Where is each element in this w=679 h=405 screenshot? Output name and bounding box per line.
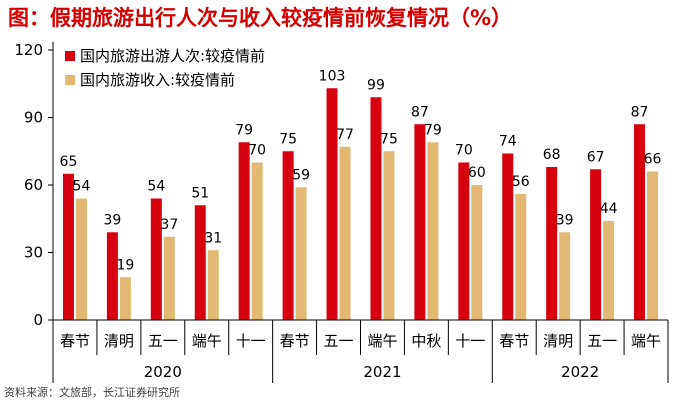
bar-trips [502, 153, 514, 320]
x-category-label: 五一 [324, 332, 354, 350]
bar-revenue [163, 236, 175, 320]
data-label-revenue: 66 [644, 152, 662, 168]
x-year-label: 2021 [363, 363, 401, 381]
bar-trips [590, 169, 602, 320]
data-label-trips: 70 [455, 143, 473, 159]
y-tick-label: 0 [33, 311, 43, 329]
data-label-revenue: 54 [73, 179, 91, 195]
bar-trips [546, 167, 558, 320]
source-note: 资料来源：文旅部，长江证券研究所 [4, 386, 180, 399]
data-label-trips: 87 [411, 104, 429, 120]
data-label-trips: 39 [103, 212, 121, 228]
x-category-label: 清明 [543, 332, 573, 350]
bar-revenue [75, 198, 87, 320]
bar-revenue [295, 187, 307, 320]
x-category-label: 清明 [104, 332, 134, 350]
bar-revenue [251, 162, 263, 320]
data-label-revenue: 70 [248, 143, 266, 159]
bar-trips [62, 173, 74, 320]
data-label-trips: 99 [367, 77, 385, 93]
x-category-label: 十一 [236, 332, 266, 350]
data-label-revenue: 60 [468, 165, 486, 181]
bar-trips [106, 232, 118, 320]
data-label-trips: 68 [543, 147, 561, 163]
data-label-trips: 67 [587, 149, 605, 165]
data-label-trips: 74 [499, 134, 517, 150]
bar-trips [194, 205, 206, 320]
bar-revenue [471, 185, 483, 320]
data-label-revenue: 77 [336, 127, 354, 143]
data-label-trips: 79 [235, 122, 253, 138]
legend-swatch-revenue [65, 75, 75, 85]
x-category-label: 端午 [192, 332, 222, 350]
x-category-label: 五一 [148, 332, 178, 350]
bar-revenue [383, 151, 395, 320]
data-label-revenue: 39 [556, 212, 574, 228]
bar-revenue [515, 194, 527, 320]
bar-revenue [207, 250, 219, 320]
data-label-revenue: 79 [424, 122, 442, 138]
x-category-label: 十一 [455, 332, 485, 350]
x-category-label: 春节 [499, 332, 529, 350]
bar-trips [414, 124, 426, 320]
y-tick-label: 90 [24, 109, 43, 127]
data-label-revenue: 44 [600, 201, 618, 217]
bar-revenue [119, 277, 131, 320]
bar-revenue [559, 232, 571, 320]
bar-trips [282, 151, 294, 320]
bar-revenue [427, 142, 439, 320]
bar-trips [326, 88, 338, 320]
legend-swatch-trips [65, 51, 75, 61]
bar-trips [458, 162, 470, 320]
bar-revenue [339, 146, 351, 320]
data-label-revenue: 37 [160, 217, 178, 233]
bar-trips [150, 198, 162, 320]
x-category-label: 春节 [60, 332, 90, 350]
x-category-label: 端午 [631, 332, 661, 350]
data-label-revenue: 59 [292, 167, 310, 183]
bar-trips [238, 142, 250, 320]
data-label-trips: 54 [147, 179, 165, 195]
bar-trips [370, 97, 382, 320]
bar-revenue [647, 171, 659, 320]
x-category-label: 春节 [280, 332, 310, 350]
y-tick-label: 30 [24, 244, 43, 262]
data-label-trips: 75 [279, 131, 297, 147]
bar-revenue [603, 221, 615, 320]
x-year-label: 2020 [144, 363, 182, 381]
y-tick-label: 60 [24, 176, 43, 194]
bar-trips [634, 124, 646, 320]
legend-label-revenue: 国内旅游收入:较疫情前 [80, 71, 235, 89]
data-label-trips: 51 [191, 185, 209, 201]
data-label-trips: 87 [631, 104, 649, 120]
page-title: 图：假期旅游出行人次与收入较疫情前恢复情况（%） [8, 6, 513, 30]
legend-label-trips: 国内旅游出游人次:较疫情前 [80, 47, 265, 65]
data-label-revenue: 75 [380, 131, 398, 147]
data-label-revenue: 19 [116, 257, 134, 273]
x-year-label: 2022 [561, 363, 599, 381]
data-label-trips: 103 [319, 68, 346, 84]
x-category-label: 中秋 [411, 332, 441, 350]
data-label-revenue: 31 [204, 230, 222, 246]
x-category-label: 五一 [587, 332, 617, 350]
x-category-label: 端午 [367, 332, 397, 350]
data-label-revenue: 56 [512, 174, 530, 190]
y-tick-label: 120 [14, 41, 43, 59]
data-label-trips: 65 [60, 154, 78, 170]
